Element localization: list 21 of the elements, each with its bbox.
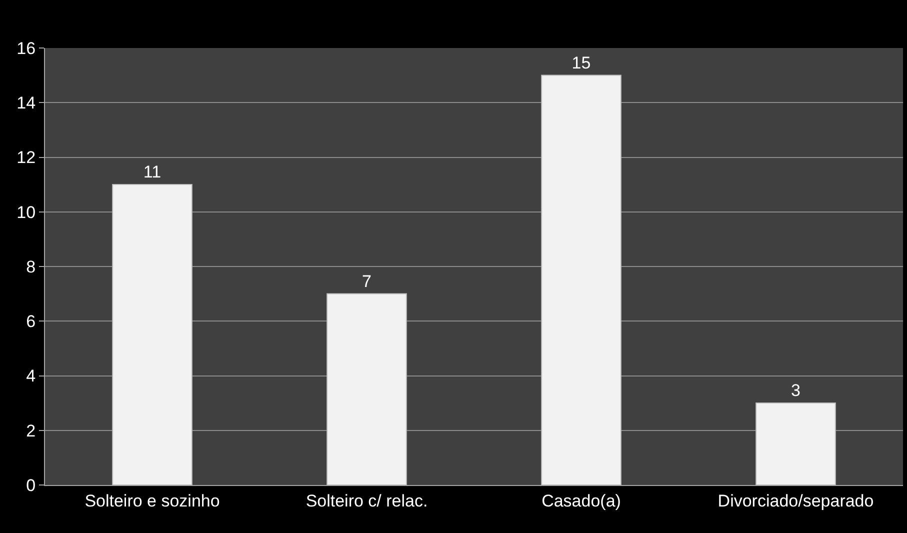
y-tick-label: 2: [26, 421, 36, 440]
y-tick-label: 4: [26, 366, 36, 386]
data-label: 7: [362, 272, 372, 291]
y-tick-label: 12: [16, 148, 36, 168]
y-tick-label: 0: [26, 476, 36, 495]
bar: [756, 402, 836, 485]
data-label: 3: [791, 381, 800, 400]
x-tick-label: Casado(a): [542, 491, 621, 510]
x-tick-label: Solteiro c/ relac.: [306, 491, 428, 510]
bar: [326, 293, 407, 485]
y-tick-label: 10: [16, 202, 36, 222]
y-tick-label: 14: [16, 94, 36, 113]
x-tick-label: Divorciado/separado: [718, 491, 874, 510]
y-tick-label: 16: [16, 38, 36, 58]
data-label: 11: [143, 162, 162, 182]
y-tick-label: 8: [26, 257, 36, 276]
bar: [112, 184, 192, 485]
bar: [541, 74, 622, 485]
x-tick-label: Solteiro e sozinho: [84, 491, 220, 510]
y-tick-label: 6: [26, 312, 36, 332]
data-label: 15: [572, 53, 591, 72]
